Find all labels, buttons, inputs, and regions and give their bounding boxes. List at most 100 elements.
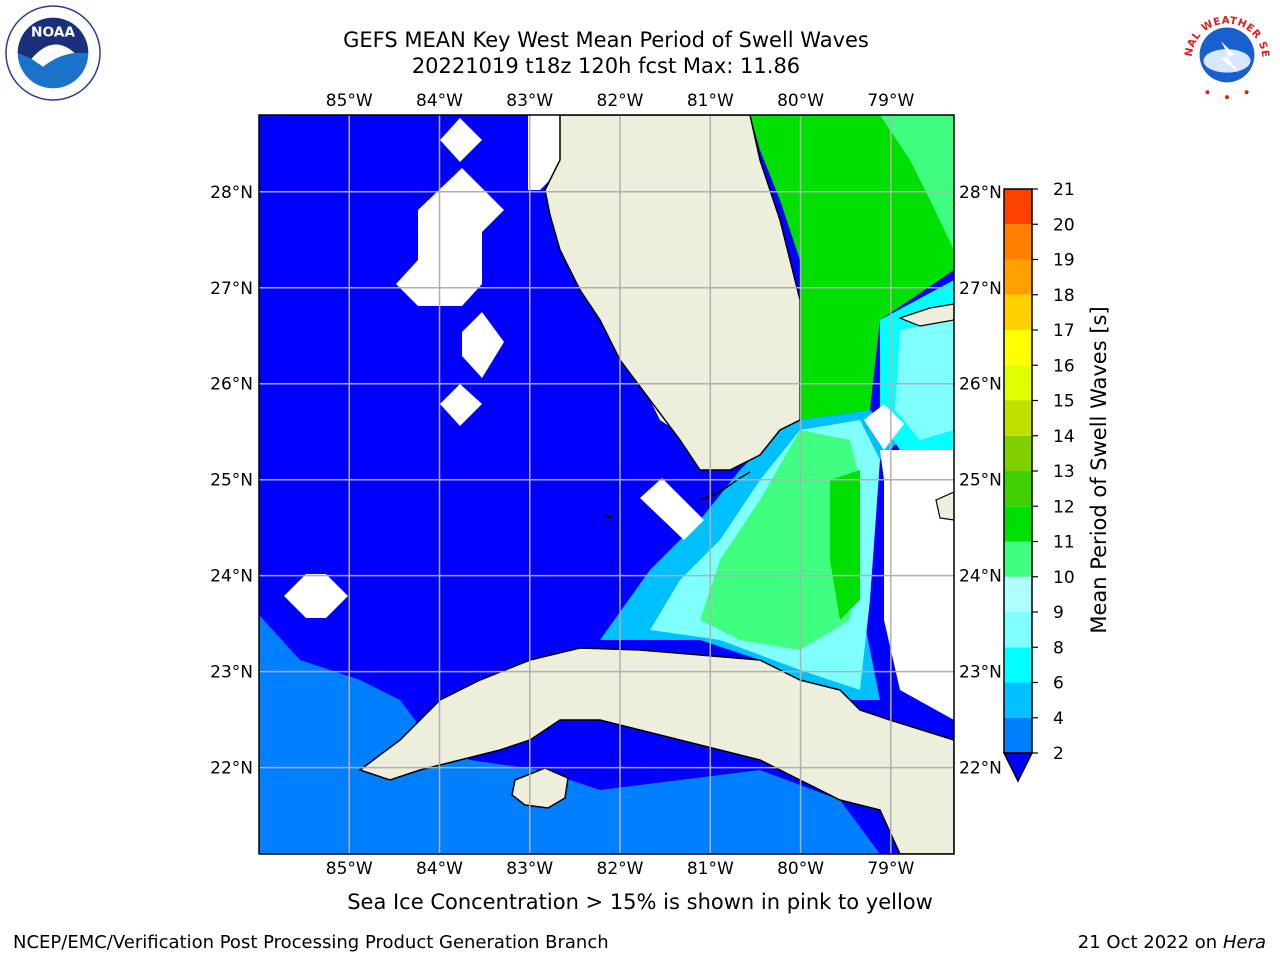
lat-tick-label: 24°N (210, 567, 253, 587)
colorbar-segment (1004, 294, 1032, 330)
colorbar-extend-arrow (1002, 752, 1034, 783)
florida-land (544, 115, 801, 471)
nws-logo-icon: NATIONAL WEATHER SERVICE (1178, 4, 1275, 101)
lat-tick-label: 25°N (210, 471, 253, 491)
lon-tick-label: 85°W (326, 91, 373, 111)
lat-labels-right: 28°N 27°N 26°N 25°N 24°N 23°N 22°N (959, 183, 1002, 779)
colorbar-segment (1004, 506, 1032, 542)
colorbar: 2 4 6 8 9 10 11 12 13 14 15 16 17 18 19 20 21 (1002, 180, 1075, 783)
lat-labels-left: 28°N 27°N 26°N 25°N 24°N 23°N 22°N (210, 183, 253, 779)
lat-tick-label: 22°N (959, 759, 1002, 779)
colorbar-segment (1004, 259, 1032, 295)
nodata-patch (284, 574, 348, 618)
lat-tick-label: 25°N (959, 471, 1002, 491)
lon-tick-label: 82°W (597, 91, 644, 111)
atlantic-lightgreen (880, 115, 954, 250)
nodata-patch (880, 450, 954, 720)
atlantic-lightcyan (895, 320, 954, 440)
bahamas-land (898, 303, 954, 327)
nodata-patch (640, 478, 704, 540)
lat-tick-label: 27°N (210, 279, 253, 299)
colorbar-label: Mean Period of Swell Waves [s] (1087, 306, 1111, 633)
map-grid (259, 115, 954, 854)
swell-green-mid (830, 470, 860, 620)
lat-tick-label: 27°N (959, 279, 1002, 299)
colorbar-tick-label: 4 (1053, 709, 1064, 729)
water-south (259, 615, 880, 854)
lat-tick-label: 22°N (210, 759, 253, 779)
nodata-patch (864, 404, 904, 450)
footer-host: Hera (1222, 932, 1266, 953)
lon-tick-label: 85°W (326, 859, 373, 879)
lon-tick-label: 83°W (506, 91, 553, 111)
noaa-logo-text: NOAA (31, 24, 75, 40)
colorbar-tick-label: 2 (1053, 744, 1064, 764)
colorbar-tick-label: 21 (1053, 180, 1075, 200)
nodata-patch (528, 115, 560, 190)
colorbar-tick-label: 13 (1053, 462, 1075, 482)
lat-tick-label: 23°N (959, 663, 1002, 683)
lon-labels-bottom: 85°W 84°W 83°W 82°W 81°W 80°W 79°W (326, 859, 915, 879)
lon-tick-label: 84°W (416, 859, 463, 879)
colorbar-tick-label: 6 (1053, 674, 1064, 694)
lon-tick-label: 84°W (416, 91, 463, 111)
swell-green-light (700, 430, 860, 650)
lat-tick-label: 26°N (959, 375, 1002, 395)
chart-title: GEFS MEAN Key West Mean Period of Swell … (343, 28, 869, 52)
colorbar-segment (1004, 435, 1032, 471)
chart-subtitle: 20221019 t18z 120h fcst Max: 11.86 (411, 54, 801, 78)
lon-tick-label: 83°W (506, 859, 553, 879)
lat-tick-label: 24°N (959, 567, 1002, 587)
colorbar-tick-label: 8 (1053, 638, 1064, 658)
lat-tick-label: 28°N (959, 183, 1002, 203)
colorbar-tick-label: 11 (1053, 533, 1075, 553)
colorbar-segment (1004, 541, 1032, 577)
colorbar-segment (1004, 647, 1032, 683)
lon-tick-label: 80°W (777, 91, 824, 111)
nodata-patch (440, 384, 482, 426)
footer-date: 21 Oct 2022 on Hera (1078, 932, 1266, 953)
noaa-logo-icon: NOAA (5, 5, 101, 101)
colorbar-segment (1004, 330, 1032, 366)
colorbar-segment (1004, 189, 1032, 225)
lon-tick-label: 81°W (687, 859, 734, 879)
colorbar-tick-label: 17 (1053, 321, 1075, 341)
bahamas-land (935, 491, 954, 521)
colorbar-segment (1004, 224, 1032, 260)
colorbar-segment (1004, 576, 1032, 612)
lat-tick-label: 23°N (210, 663, 253, 683)
colorbar-tick-label: 9 (1053, 603, 1064, 623)
lon-tick-label: 80°W (777, 859, 824, 879)
lat-tick-label: 28°N (210, 183, 253, 203)
map-area (259, 115, 954, 854)
nodata-patch (462, 312, 504, 378)
lon-tick-label: 79°W (867, 859, 914, 879)
nodata-patch (396, 168, 504, 306)
colorbar-tick-label: 18 (1053, 286, 1075, 306)
colorbar-segment (1004, 682, 1032, 718)
isla-juventud-land (511, 767, 569, 809)
map-frame (258, 114, 955, 855)
colorbar-tick-label: 12 (1053, 497, 1075, 517)
colorbar-segment (1004, 471, 1032, 507)
colorbar-tick-label: 15 (1053, 392, 1075, 412)
lon-tick-label: 81°W (687, 91, 734, 111)
footer-org: NCEP/EMC/Verification Post Processing Pr… (13, 932, 609, 953)
colorbar-segment (1004, 400, 1032, 436)
colorbar-segment (1004, 612, 1032, 648)
lon-labels-top: 85°W 84°W 83°W 82°W 81°W 80°W 79°W (326, 91, 915, 111)
lon-tick-label: 82°W (597, 859, 644, 879)
colorbar-tick-label: 20 (1053, 215, 1075, 235)
colorbar-tick-label: 16 (1053, 356, 1075, 376)
lon-tick-label: 79°W (867, 91, 914, 111)
sea-ice-caption: Sea Ice Concentration > 15% is shown in … (347, 890, 933, 914)
colorbar-segment (1004, 365, 1032, 401)
keys-islet (605, 515, 613, 519)
colorbar-tick-label: 10 (1053, 568, 1075, 588)
colorbar-tick-label: 19 (1053, 251, 1075, 271)
colorbar-segment (1004, 717, 1032, 753)
footer-date-text: 21 Oct 2022 on (1077, 932, 1223, 953)
nodata-patch (440, 118, 482, 162)
colorbar-tick-label: 14 (1053, 427, 1075, 447)
